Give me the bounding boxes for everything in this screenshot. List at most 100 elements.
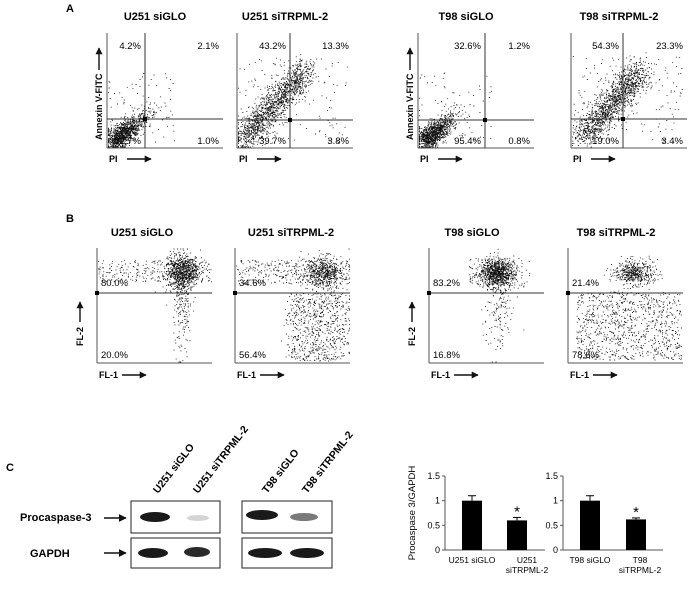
scatter-points bbox=[576, 291, 682, 361]
scatter-points bbox=[281, 292, 350, 362]
quadrant-upper-left: 32.6% bbox=[454, 41, 481, 52]
upper-percentage: 83.2% bbox=[433, 278, 460, 289]
scatter-points bbox=[108, 73, 175, 143]
scatter-points bbox=[295, 248, 350, 296]
x-axis-label: FL-1 bbox=[431, 370, 450, 380]
gate-marker bbox=[621, 117, 625, 121]
y-tick-label: 1.5 bbox=[545, 471, 558, 481]
x-axis-label: PI bbox=[109, 154, 118, 164]
blot-band-t98-siglo-procaspase bbox=[246, 510, 278, 520]
quadrant-upper-left: 54.3% bbox=[592, 41, 619, 52]
bar-1 bbox=[580, 500, 600, 550]
blot-band-u251-siglo-procaspase bbox=[140, 512, 170, 522]
scatter-points bbox=[572, 52, 666, 148]
plot-title: T98 siGLO bbox=[444, 227, 499, 239]
y-tick-label: 1 bbox=[553, 496, 558, 506]
x-axis-label: FL-1 bbox=[99, 370, 118, 380]
blot-row-label-gapdh: GAPDH bbox=[30, 548, 70, 560]
quadrant-upper-right: 1.2% bbox=[508, 41, 530, 52]
scatter-points bbox=[481, 287, 525, 363]
fl-plot-1: U251 siGLO 80.0% 20.0% FL-1 FL-2 bbox=[75, 227, 212, 380]
x-axis-label: FL-1 bbox=[237, 370, 256, 380]
quadrant-upper-right: 13.3% bbox=[322, 41, 349, 52]
category-label: T98 siGLO bbox=[569, 555, 610, 565]
bar-2 bbox=[626, 519, 646, 550]
plot-title: T98 siGLO bbox=[438, 11, 493, 23]
y-tick-label: 0.5 bbox=[545, 520, 558, 530]
plot-title: U251 siGLO bbox=[124, 11, 187, 23]
upper-percentage: 80.0% bbox=[101, 278, 128, 289]
blot-band-u251-sitrpml2-gapdh bbox=[184, 547, 210, 557]
y-axis-label: Procaspase 3/GAPDH bbox=[407, 466, 418, 561]
y-tick-label: 0 bbox=[435, 545, 440, 555]
category-label: U251 bbox=[517, 555, 538, 565]
blot-row-label-procaspase: Procaspase-3 bbox=[20, 512, 92, 524]
x-axis-label: FL-1 bbox=[570, 370, 589, 380]
blot-band-u251-sitrpml2-procaspase bbox=[187, 515, 209, 521]
gate-marker bbox=[566, 291, 570, 295]
x-axis-label: PI bbox=[420, 154, 429, 164]
blot-lane-label-1: U251 siGLO bbox=[151, 442, 197, 496]
plot-title: U251 siTRPML-2 bbox=[242, 11, 328, 23]
quadrant-lower-left: 39.7% bbox=[259, 136, 286, 147]
x-axis-label: PI bbox=[573, 154, 582, 164]
blot-lane-label-2: U251 siTRPML-2 bbox=[191, 424, 251, 496]
category-label: siTRPML-2 bbox=[619, 565, 662, 575]
y-tick-label: 0.5 bbox=[427, 520, 440, 530]
quadrant-upper-right: 2.1% bbox=[197, 41, 219, 52]
gate-marker bbox=[288, 118, 292, 122]
scatter-points bbox=[173, 287, 195, 363]
scatter-points bbox=[419, 72, 492, 141]
scatter-points bbox=[419, 102, 471, 148]
panel-a-annexin-plots: U251 siGLO 4.2% 2.1% 92.7% 1.0% PI Annexin V-F… bbox=[94, 11, 687, 164]
quadrant-lower-right: 3.8% bbox=[327, 136, 349, 147]
quadrant-lower-right: 0.8% bbox=[508, 136, 530, 147]
y-tick-label: 1.5 bbox=[427, 471, 440, 481]
y-tick-label: 0 bbox=[553, 545, 558, 555]
gate-marker bbox=[143, 117, 147, 121]
gate-marker bbox=[233, 291, 237, 295]
annexin-plot-4: T98 siTRPML-2 54.3% 23.3% 19.0% 3.4% PI bbox=[570, 11, 687, 164]
annexin-plot-3: T98 siGLO 32.6% 1.2% 95.4% 0.8% PI Annexin V-F… bbox=[405, 11, 534, 164]
x-axis-label: PI bbox=[239, 154, 248, 164]
y-axis-label: Annexin V-FITC bbox=[405, 73, 415, 140]
category-label: T98 bbox=[633, 555, 648, 565]
panel-a-label: A bbox=[66, 3, 74, 15]
plot-title: T98 siTRPML-2 bbox=[580, 11, 659, 23]
quadrant-lower-right: 3.4% bbox=[661, 136, 683, 147]
scatter-points bbox=[603, 255, 663, 300]
quadrant-upper-right: 23.3% bbox=[656, 41, 683, 52]
scatter-points bbox=[468, 248, 531, 297]
blot-lane-label-3: T98 siGLO bbox=[260, 447, 302, 496]
bar-2 bbox=[507, 520, 527, 550]
scatter-points bbox=[238, 54, 327, 148]
gate-marker bbox=[427, 291, 431, 295]
upper-percentage: 34.6% bbox=[239, 278, 266, 289]
plot-title: U251 siTRPML-2 bbox=[248, 227, 334, 239]
blot-band-t98-sitrpml2-procaspase bbox=[290, 513, 318, 521]
annexin-plot-2: U251 siTRPML-2 43.2% 13.3% 39.7% 3.8% PI bbox=[236, 11, 353, 164]
plot-title: T98 siTRPML-2 bbox=[577, 227, 656, 239]
scatter-points bbox=[108, 90, 172, 148]
y-axis-label: FL-2 bbox=[75, 327, 85, 346]
blot-band-u251-siglo-gapdh bbox=[138, 548, 168, 558]
y-axis-label: FL-2 bbox=[407, 327, 417, 346]
scatter-points bbox=[572, 55, 683, 143]
scatter-points bbox=[236, 259, 350, 285]
scatter-points bbox=[154, 248, 210, 306]
y-axis-label: Annexin V-FITC bbox=[94, 73, 104, 140]
lower-percentage: 78.6% bbox=[572, 350, 599, 361]
plot-title: U251 siGLO bbox=[111, 227, 174, 239]
scatter-points bbox=[469, 257, 530, 288]
lower-percentage: 20.0% bbox=[101, 350, 128, 361]
significance-marker: * bbox=[633, 504, 639, 521]
panel-b-fl-plots: U251 siGLO 80.0% 20.0% FL-1 FL-2 U251 siTRPML… bbox=[75, 227, 683, 380]
lower-percentage: 56.4% bbox=[239, 350, 266, 361]
quadrant-upper-left: 43.2% bbox=[259, 41, 286, 52]
fl-plot-3: T98 siGLO 83.2% 16.8% FL-1 FL-2 bbox=[407, 227, 544, 380]
gate-marker bbox=[95, 291, 99, 295]
